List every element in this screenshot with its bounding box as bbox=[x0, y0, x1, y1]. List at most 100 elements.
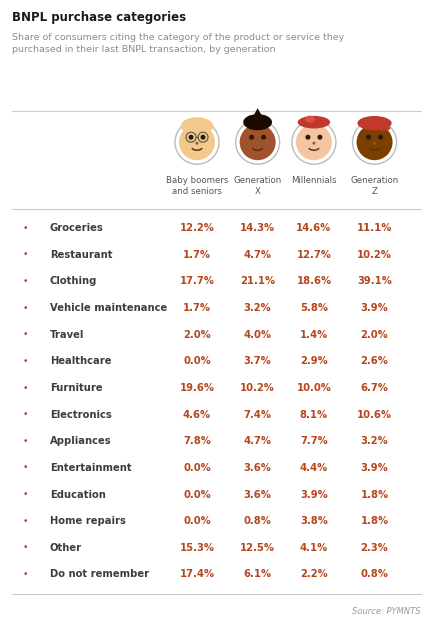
Text: 3.2%: 3.2% bbox=[361, 436, 388, 446]
Ellipse shape bbox=[243, 114, 272, 130]
Text: Baby boomers
and seniors: Baby boomers and seniors bbox=[166, 176, 228, 196]
Text: Other: Other bbox=[50, 543, 82, 553]
Text: Healthcare: Healthcare bbox=[50, 356, 111, 367]
Text: 7.8%: 7.8% bbox=[183, 436, 211, 446]
Circle shape bbox=[356, 125, 393, 160]
Text: 0.0%: 0.0% bbox=[183, 516, 211, 526]
Text: 2.3%: 2.3% bbox=[361, 543, 388, 553]
Text: 4.6%: 4.6% bbox=[183, 410, 211, 420]
Text: 1.7%: 1.7% bbox=[183, 303, 211, 313]
Text: 3.8%: 3.8% bbox=[300, 516, 328, 526]
Circle shape bbox=[239, 125, 276, 160]
Text: 15.3%: 15.3% bbox=[180, 543, 214, 553]
Text: 6.1%: 6.1% bbox=[244, 569, 271, 580]
Text: 3.9%: 3.9% bbox=[361, 463, 388, 473]
Text: 12.7%: 12.7% bbox=[297, 250, 331, 260]
Text: •: • bbox=[23, 224, 28, 233]
Text: 3.6%: 3.6% bbox=[244, 463, 271, 473]
Text: •: • bbox=[23, 277, 28, 286]
Text: 2.2%: 2.2% bbox=[300, 569, 328, 580]
Text: 10.2%: 10.2% bbox=[357, 250, 392, 260]
Text: 4.4%: 4.4% bbox=[300, 463, 328, 473]
Text: •: • bbox=[23, 331, 28, 339]
Text: Clothing: Clothing bbox=[50, 276, 97, 286]
Text: Groceries: Groceries bbox=[50, 223, 103, 233]
Text: 18.6%: 18.6% bbox=[296, 276, 332, 286]
Circle shape bbox=[175, 120, 219, 164]
Text: 10.0%: 10.0% bbox=[297, 383, 331, 393]
Text: •: • bbox=[23, 250, 28, 259]
Text: BNPL purchase categories: BNPL purchase categories bbox=[12, 11, 186, 25]
Text: 10.6%: 10.6% bbox=[357, 410, 392, 420]
Text: 4.7%: 4.7% bbox=[244, 436, 271, 446]
Circle shape bbox=[296, 125, 332, 160]
Text: •: • bbox=[23, 490, 28, 499]
Text: 11.1%: 11.1% bbox=[357, 223, 392, 233]
Text: •: • bbox=[23, 384, 28, 392]
Text: 3.6%: 3.6% bbox=[244, 490, 271, 499]
Text: 17.4%: 17.4% bbox=[179, 569, 215, 580]
Text: 17.7%: 17.7% bbox=[180, 276, 214, 286]
Text: Generation
Z: Generation Z bbox=[350, 176, 399, 196]
Circle shape bbox=[317, 135, 323, 140]
Text: 7.4%: 7.4% bbox=[244, 410, 271, 420]
Text: 3.2%: 3.2% bbox=[244, 303, 271, 313]
Circle shape bbox=[366, 135, 371, 140]
Text: 10.2%: 10.2% bbox=[240, 383, 275, 393]
Text: Travel: Travel bbox=[50, 330, 84, 340]
Circle shape bbox=[373, 142, 376, 145]
Ellipse shape bbox=[375, 126, 391, 131]
Text: •: • bbox=[23, 437, 28, 446]
Text: 8.1%: 8.1% bbox=[300, 410, 328, 420]
Text: 2.9%: 2.9% bbox=[300, 356, 328, 367]
Text: 12.5%: 12.5% bbox=[240, 543, 275, 553]
Circle shape bbox=[236, 120, 280, 164]
Text: •: • bbox=[23, 410, 28, 419]
Text: 14.3%: 14.3% bbox=[240, 223, 275, 233]
Text: 1.7%: 1.7% bbox=[183, 250, 211, 260]
Text: 1.8%: 1.8% bbox=[361, 490, 388, 499]
Text: 19.6%: 19.6% bbox=[180, 383, 214, 393]
Circle shape bbox=[196, 142, 198, 145]
Text: 0.8%: 0.8% bbox=[361, 569, 388, 580]
Text: •: • bbox=[23, 357, 28, 366]
Ellipse shape bbox=[305, 116, 315, 123]
Text: Vehicle maintenance: Vehicle maintenance bbox=[50, 303, 167, 313]
Text: Generation
X: Generation X bbox=[233, 176, 282, 196]
Text: 0.0%: 0.0% bbox=[183, 356, 211, 367]
Circle shape bbox=[378, 135, 383, 140]
Text: 12.2%: 12.2% bbox=[180, 223, 214, 233]
Text: 14.6%: 14.6% bbox=[296, 223, 332, 233]
Text: 4.1%: 4.1% bbox=[300, 543, 328, 553]
Text: Source: PYMNTS: Source: PYMNTS bbox=[352, 607, 421, 616]
Circle shape bbox=[249, 135, 254, 140]
Text: 6.7%: 6.7% bbox=[361, 383, 388, 393]
Text: •: • bbox=[23, 303, 28, 313]
Circle shape bbox=[292, 120, 336, 164]
Circle shape bbox=[313, 142, 315, 145]
Text: 1.4%: 1.4% bbox=[300, 330, 328, 340]
Circle shape bbox=[352, 120, 397, 164]
Text: •: • bbox=[23, 517, 28, 526]
Text: 2.0%: 2.0% bbox=[361, 330, 388, 340]
Text: 4.7%: 4.7% bbox=[244, 250, 271, 260]
Text: Share of consumers citing the category of the product or service they
purchased : Share of consumers citing the category o… bbox=[12, 33, 344, 54]
Text: 2.6%: 2.6% bbox=[361, 356, 388, 367]
Text: 2.0%: 2.0% bbox=[183, 330, 211, 340]
Text: 3.9%: 3.9% bbox=[361, 303, 388, 313]
Text: 0.8%: 0.8% bbox=[244, 516, 271, 526]
Text: Entertainment: Entertainment bbox=[50, 463, 132, 473]
Text: Restaurant: Restaurant bbox=[50, 250, 112, 260]
Text: Home repairs: Home repairs bbox=[50, 516, 126, 526]
Text: 1.8%: 1.8% bbox=[361, 516, 388, 526]
Text: 0.0%: 0.0% bbox=[183, 463, 211, 473]
Ellipse shape bbox=[298, 116, 330, 128]
Text: 3.7%: 3.7% bbox=[244, 356, 271, 367]
Text: Appliances: Appliances bbox=[50, 436, 111, 446]
Text: 4.0%: 4.0% bbox=[244, 330, 271, 340]
Circle shape bbox=[261, 135, 266, 140]
Text: 21.1%: 21.1% bbox=[240, 276, 275, 286]
Text: Furniture: Furniture bbox=[50, 383, 103, 393]
Circle shape bbox=[179, 125, 215, 160]
Circle shape bbox=[256, 142, 259, 145]
